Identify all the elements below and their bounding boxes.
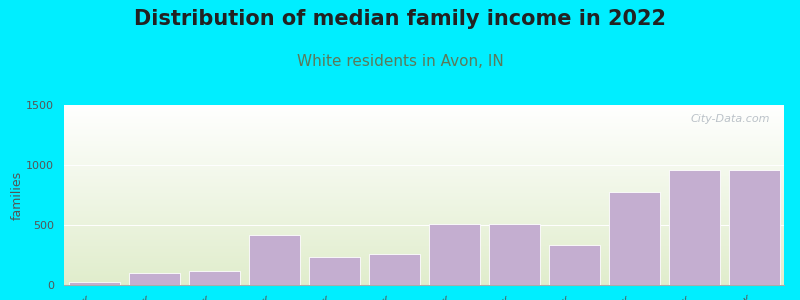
Bar <box>729 170 779 285</box>
Bar <box>369 254 419 285</box>
Bar <box>429 224 479 285</box>
Bar <box>129 273 179 285</box>
Bar <box>489 224 539 285</box>
Bar <box>69 282 119 285</box>
Text: Distribution of median family income in 2022: Distribution of median family income in … <box>134 9 666 29</box>
Y-axis label: families: families <box>10 170 23 220</box>
Bar <box>669 170 719 285</box>
Bar <box>309 257 359 285</box>
Text: White residents in Avon, IN: White residents in Avon, IN <box>297 54 503 69</box>
Bar <box>249 235 299 285</box>
Bar <box>189 271 239 285</box>
Bar <box>549 245 599 285</box>
Text: City-Data.com: City-Data.com <box>690 114 770 124</box>
Bar <box>609 192 659 285</box>
